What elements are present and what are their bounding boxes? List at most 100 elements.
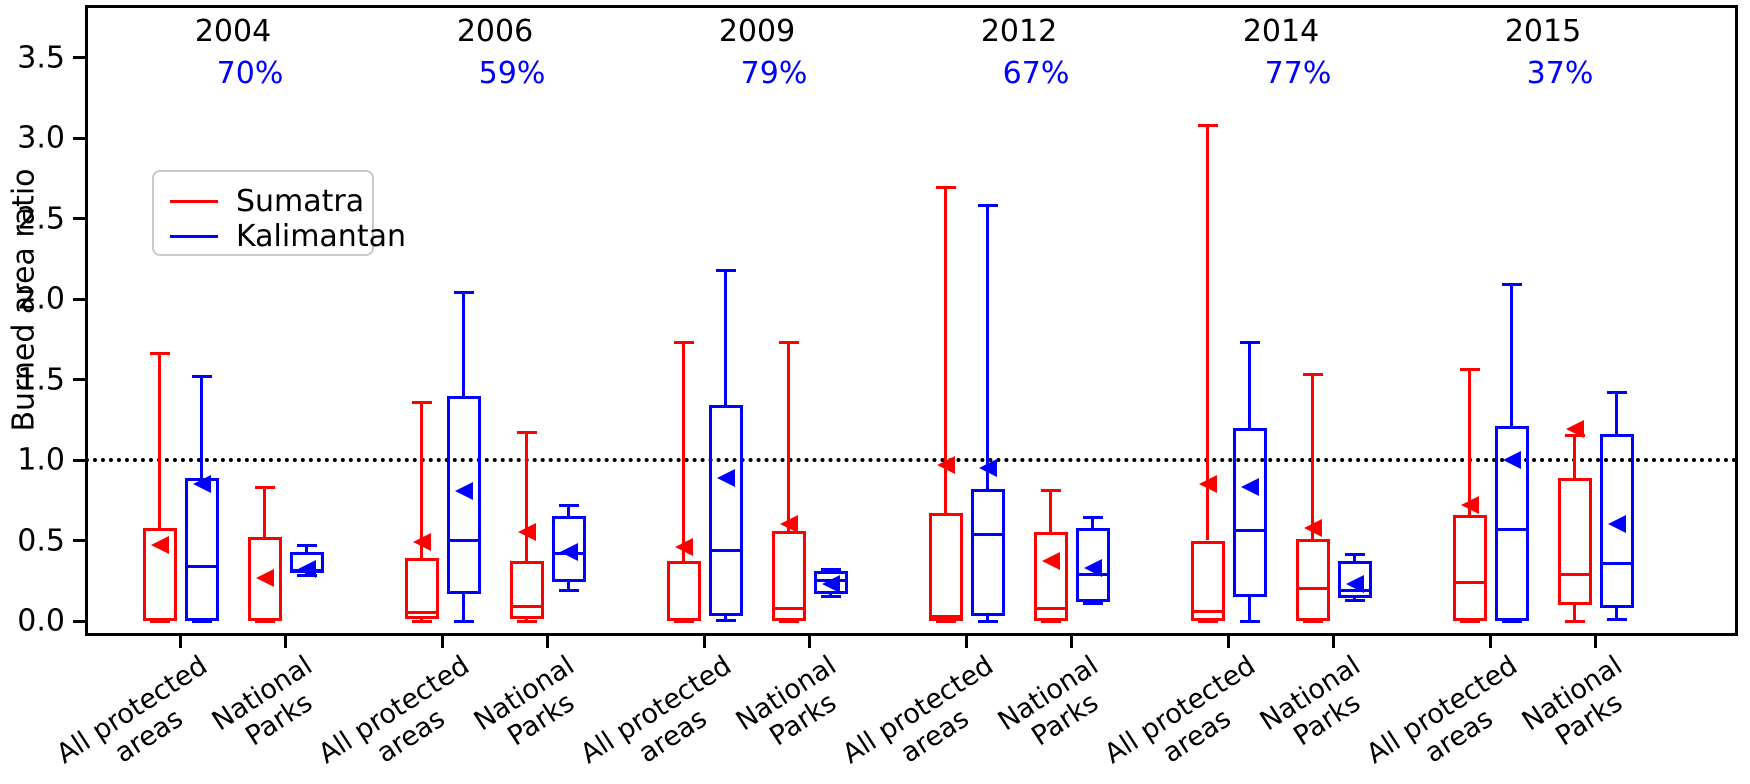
xtick-label: All protected areas	[1360, 650, 1523, 771]
whisker-cap	[191, 619, 212, 623]
whisker-cap	[935, 619, 956, 623]
whisker-cap	[820, 595, 841, 599]
whisker-cap	[1344, 598, 1365, 602]
x-tick	[808, 636, 811, 648]
whisker-cap	[1302, 373, 1323, 377]
whisker-cap	[977, 619, 998, 623]
y-tick	[73, 56, 85, 59]
whisker-cap	[254, 485, 275, 489]
whisker-cap	[411, 619, 432, 623]
whisker-cap	[1197, 123, 1218, 127]
whisker-cap	[558, 588, 579, 592]
whisker-cap	[715, 618, 736, 622]
whisker	[1248, 342, 1251, 428]
whisker	[462, 292, 465, 396]
whisker-cap	[715, 268, 736, 272]
percent-label: 79%	[740, 56, 808, 91]
ytick-label: 3.5	[17, 40, 65, 75]
percent-label: 70%	[216, 56, 284, 91]
median-line	[1557, 572, 1592, 576]
median-line	[1033, 606, 1068, 610]
median-line	[771, 606, 806, 610]
mean-marker	[454, 481, 473, 500]
whisker	[567, 582, 570, 591]
whisker	[1573, 604, 1576, 621]
whisker	[525, 432, 528, 562]
whisker	[1615, 392, 1618, 435]
median-line	[666, 617, 701, 621]
median-line	[404, 611, 439, 615]
whisker	[158, 353, 161, 528]
whisker	[986, 205, 989, 489]
box-sumatra-2015-national-parks	[1557, 477, 1592, 605]
mean-marker	[255, 568, 274, 587]
whisker-cap	[1501, 283, 1522, 286]
percent-label: 59%	[478, 56, 546, 91]
box-kalimantan-2015-national-parks	[1599, 434, 1634, 609]
whisker-cap	[1501, 619, 1522, 623]
mean-marker	[1303, 518, 1322, 537]
whisker	[462, 593, 465, 621]
mean-marker	[1502, 451, 1521, 469]
box-sumatra-2012-all-protected-areas	[928, 513, 963, 621]
box-kalimantan-2014-all-protected-areas	[1232, 427, 1267, 597]
whisker	[1049, 490, 1052, 533]
x-tick	[703, 636, 706, 648]
y-tick	[73, 378, 85, 381]
whisker-cap	[453, 291, 474, 295]
whisker	[1206, 125, 1209, 541]
whisker-cap	[977, 204, 998, 208]
whisker	[1311, 374, 1314, 539]
ytick-label: 1.5	[17, 362, 65, 397]
whisker	[724, 270, 727, 406]
box-kalimantan-2014-national-parks	[1337, 561, 1372, 598]
whisker	[305, 545, 308, 552]
mean-marker	[1607, 515, 1626, 534]
whisker	[944, 187, 947, 514]
x-tick	[1489, 636, 1492, 648]
year-label: 2006	[456, 14, 534, 49]
xtick-label: All protected areas	[50, 650, 213, 771]
median-line	[509, 605, 544, 608]
whisker	[1248, 596, 1251, 621]
box-sumatra-2014-national-parks	[1295, 538, 1330, 621]
legend: Sumatra Kalimantan	[152, 170, 406, 256]
mean-marker	[779, 515, 798, 534]
mean-marker	[297, 560, 316, 579]
whisker	[1468, 369, 1471, 515]
kalimantan-line-swatch	[170, 235, 218, 238]
whisker-cap	[1606, 390, 1627, 394]
median-line	[184, 564, 219, 568]
whisker-cap	[820, 567, 841, 571]
mean-marker	[716, 468, 735, 487]
x-tick	[1070, 636, 1073, 648]
whisker-cap	[149, 352, 170, 356]
box-kalimantan-2012-all-protected-areas	[970, 488, 1005, 617]
whisker-cap	[1197, 619, 1218, 623]
whisker	[724, 616, 727, 621]
legend-label: Sumatra	[236, 184, 365, 219]
mean-marker	[1345, 574, 1364, 593]
x-tick	[1594, 636, 1597, 648]
mean-marker	[1083, 558, 1102, 577]
whisker-cap	[1606, 617, 1627, 621]
xtick-label: All protected areas	[574, 650, 737, 771]
median-line	[446, 539, 481, 542]
mean-marker	[1041, 552, 1060, 571]
median-line	[970, 532, 1005, 536]
y-tick	[73, 458, 85, 462]
mean-marker	[1198, 475, 1217, 494]
mean-marker	[1240, 478, 1259, 497]
mean-marker	[192, 475, 211, 494]
y-tick	[73, 619, 85, 623]
year-label: 2009	[718, 14, 796, 49]
median-line	[1232, 529, 1267, 533]
ytick-label: 0.0	[17, 603, 65, 639]
median-line	[928, 614, 963, 618]
whisker	[420, 402, 423, 559]
whisker-cap	[149, 619, 170, 623]
year-label: 2015	[1504, 14, 1582, 49]
y-tick	[73, 539, 85, 542]
legend-item-kalimantan: Kalimantan	[170, 219, 406, 254]
